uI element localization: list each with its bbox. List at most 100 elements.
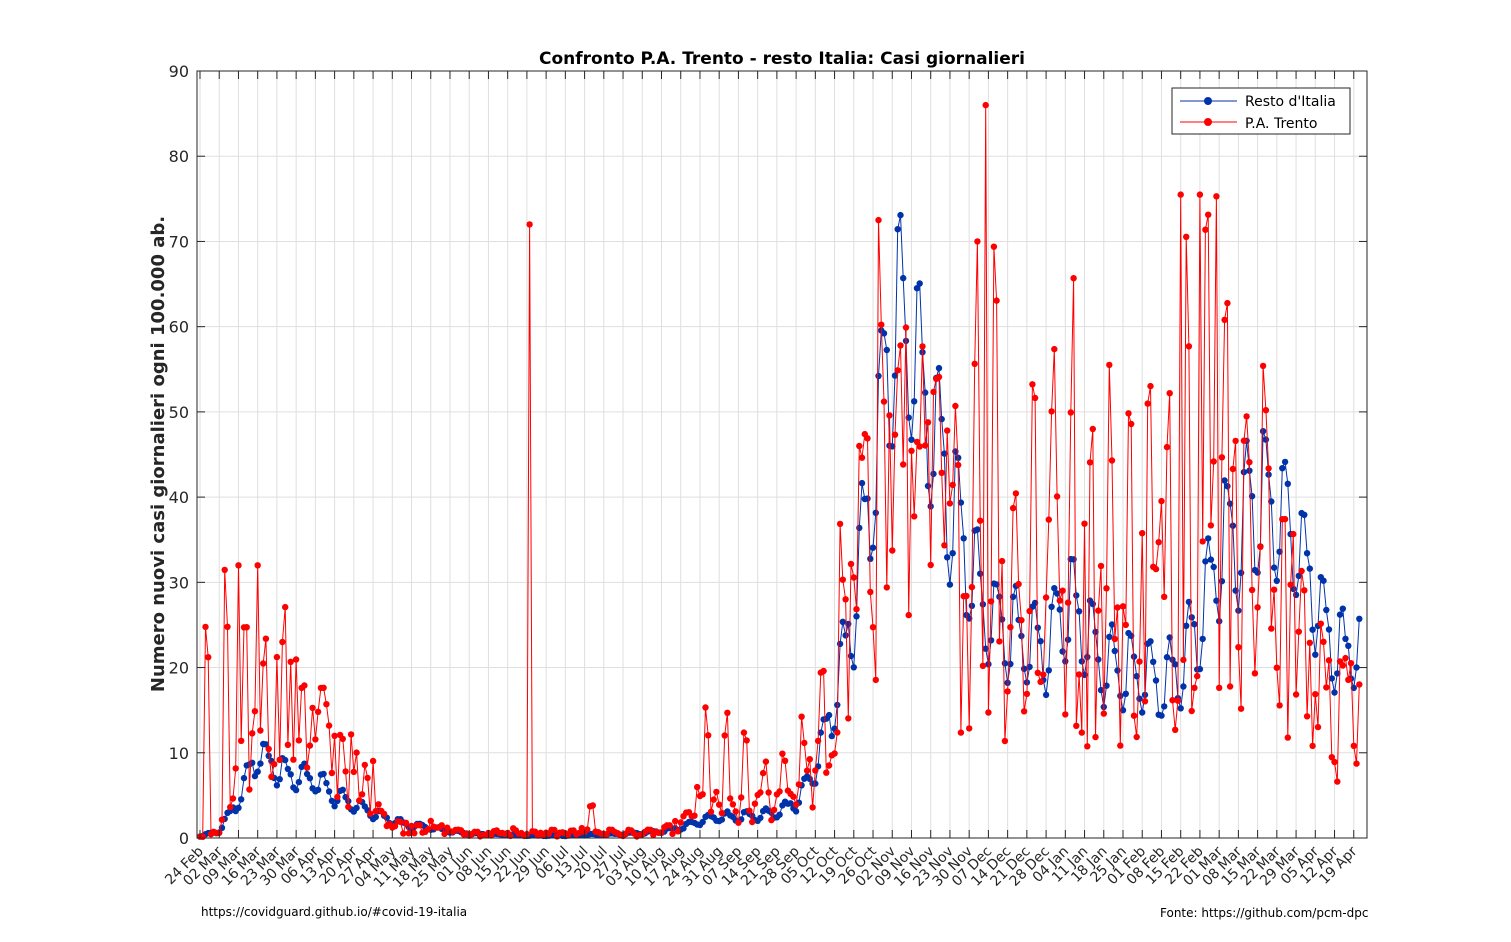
data-point (1279, 465, 1286, 472)
data-point (1210, 563, 1217, 571)
data-point (1356, 615, 1363, 622)
data-point (1254, 569, 1261, 576)
data-point (1106, 633, 1113, 641)
data-point (375, 801, 382, 808)
legend-marker-trento (1204, 118, 1212, 126)
data-point (1114, 667, 1121, 674)
data-point (908, 436, 915, 443)
data-point (1191, 684, 1198, 691)
data-point (669, 830, 676, 837)
data-point (1111, 635, 1119, 643)
data-point (331, 732, 338, 739)
data-point (1347, 660, 1355, 667)
data-point (1205, 211, 1212, 218)
y-tick-label: 60 (169, 318, 189, 337)
legend-marker-resto (1204, 97, 1212, 105)
data-point (276, 776, 283, 783)
data-point (254, 562, 261, 569)
data-point (1070, 556, 1077, 563)
data-point (776, 811, 783, 818)
data-point (930, 388, 937, 396)
data-point (1174, 697, 1182, 704)
data-point (405, 830, 412, 837)
data-point (1015, 580, 1022, 588)
data-point (1042, 594, 1050, 601)
data-point (795, 781, 803, 788)
data-point (1243, 413, 1250, 420)
data-point (993, 297, 1000, 304)
data-point (1067, 409, 1075, 416)
data-point (1292, 691, 1300, 698)
data-point (314, 708, 322, 715)
data-point (1114, 604, 1121, 611)
data-point (372, 813, 379, 821)
data-point (1202, 558, 1209, 565)
data-point (1056, 597, 1064, 604)
data-point (941, 450, 948, 457)
data-point (927, 503, 934, 510)
data-point (1111, 647, 1119, 655)
data-point (812, 780, 819, 787)
data-point (869, 544, 877, 551)
data-point (320, 684, 327, 691)
data-point (282, 603, 289, 611)
data-point (985, 709, 992, 716)
data-point (1262, 436, 1270, 443)
data-point (1342, 654, 1349, 662)
data-point (1172, 661, 1179, 668)
data-point (1075, 608, 1083, 615)
data-point (853, 606, 860, 613)
data-point (268, 773, 275, 781)
data-point (1001, 660, 1009, 667)
data-point (1095, 656, 1102, 663)
data-point (971, 360, 978, 367)
data-point (894, 226, 901, 233)
data-point (1070, 275, 1077, 282)
data-point (323, 779, 330, 787)
y-tick-label: 90 (169, 62, 189, 81)
data-point (900, 461, 907, 468)
data-point (1273, 577, 1281, 584)
data-point (883, 584, 890, 591)
data-point (314, 786, 322, 793)
data-point (944, 554, 951, 561)
data-point (1345, 642, 1352, 649)
data-point (1053, 590, 1061, 597)
data-point (1037, 638, 1044, 645)
data-point (924, 482, 932, 490)
data-point (575, 829, 583, 837)
data-point (1199, 538, 1206, 545)
data-point (702, 704, 709, 711)
data-point (246, 786, 253, 793)
data-point (328, 769, 336, 777)
data-point (1040, 671, 1047, 678)
data-point (1356, 681, 1363, 688)
data-point (990, 243, 998, 250)
data-point (1237, 569, 1245, 576)
data-point (526, 221, 533, 228)
data-point (249, 730, 256, 737)
data-point (551, 826, 558, 834)
data-point (823, 769, 830, 776)
data-point (238, 737, 245, 744)
data-point (345, 803, 352, 811)
data-point (1301, 587, 1308, 594)
data-point (1314, 723, 1322, 731)
data-point (982, 101, 989, 109)
data-point (1031, 394, 1039, 402)
data-point (1221, 477, 1228, 484)
data-point (1226, 683, 1234, 690)
data-point (1081, 520, 1088, 527)
data-point (814, 737, 822, 745)
data-point (1254, 604, 1261, 611)
data-point (1018, 617, 1025, 624)
data-point (872, 509, 879, 516)
data-point (1317, 620, 1325, 627)
data-point (276, 756, 283, 763)
data-point (1062, 658, 1069, 665)
data-point (825, 762, 833, 769)
data-point (666, 822, 673, 829)
data-point (801, 739, 808, 747)
data-point (1103, 585, 1110, 592)
data-point (1180, 656, 1187, 664)
